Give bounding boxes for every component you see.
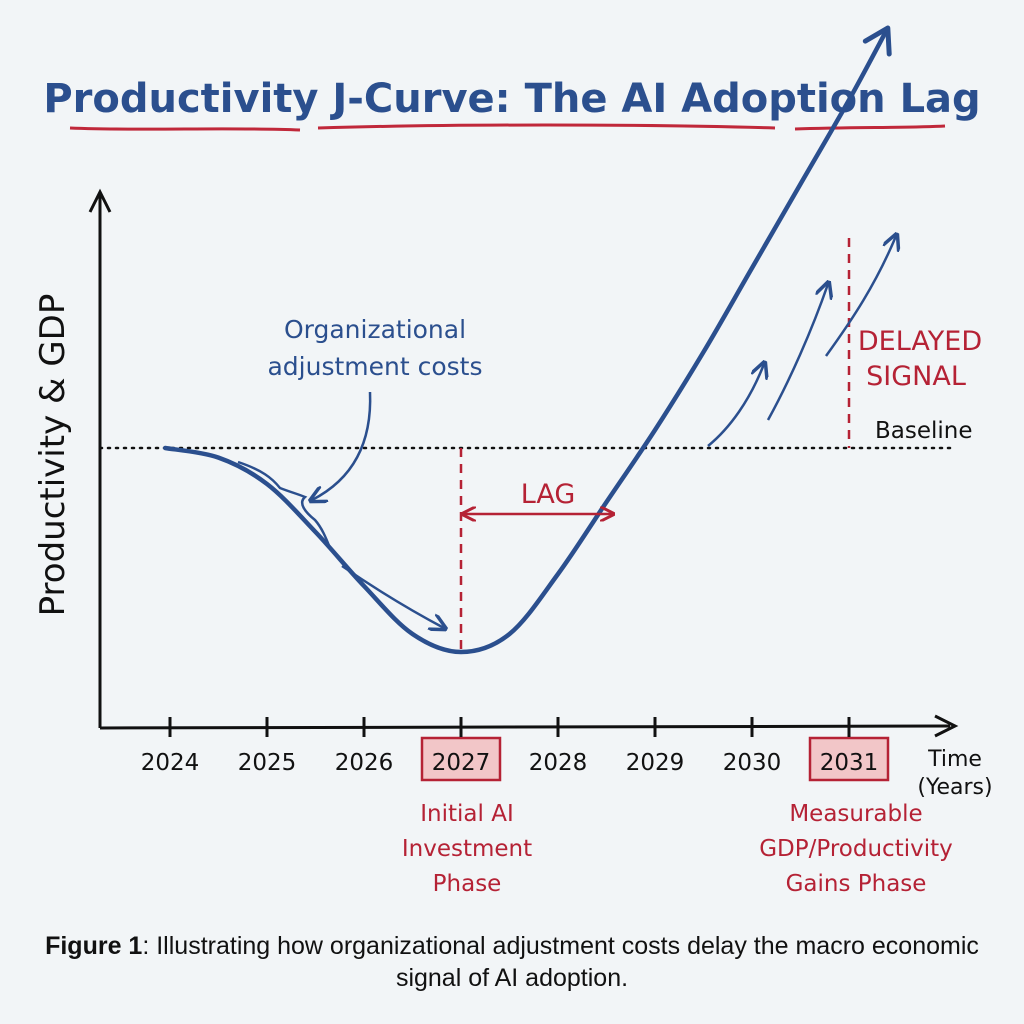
x-ticks: 2024 2025 2026 2027 2028 2029 2030 2031 [141,717,879,776]
x-tick-label-2030: 2030 [723,750,782,776]
phase-2027-line3: Phase [433,871,502,897]
y-axis-label: Productivity & GDP [33,294,73,617]
x-axis-label-line1: Time [927,747,982,772]
title-underline-3 [794,124,946,131]
x-tick-label-2027: 2027 [432,750,491,776]
tick-highlights [420,736,890,782]
phase-2031-line3: Gains Phase [786,871,927,897]
delayed-signal-line1: DELAYED [858,326,982,357]
x-tick-label-2031: 2031 [820,750,879,776]
series-line-productivity [162,25,891,655]
x-tick-label-2029: 2029 [626,750,685,776]
phase-2031-line1: Measurable [789,801,922,827]
annotation-adjustment-line1: Organizational [284,315,466,344]
caption-label: Figure 1 [45,932,143,960]
x-tick-label-2024: 2024 [141,750,200,776]
x-axis-arrowhead [934,714,959,738]
lag-label: LAG [521,479,576,510]
baseline-label: Baseline [875,418,973,444]
title-underline-2 [317,123,776,130]
phase-2027-line2: Investment [402,836,532,862]
y-axis-arrowhead [88,188,112,213]
growth-arrow-2 [766,284,828,421]
series-arrowhead [862,25,892,57]
growth-arrow-3 [824,236,896,357]
annotation-adjustment-pointer [312,391,372,500]
phase-2027-line1: Initial AI [420,801,513,827]
annotation-adjustment-brace [237,460,332,549]
tick-highlight-2031 [808,736,890,782]
x-tick-label-2026: 2026 [335,750,394,776]
x-axis [99,724,951,730]
x-tick-label-2028: 2028 [529,750,588,776]
x-tick-label-2025: 2025 [238,750,297,776]
annotation-adjustment-line2: adjustment costs [267,352,482,381]
caption-text: : Illustrating how organizational adjust… [142,932,979,992]
growth-arrow-1 [707,364,764,447]
x-axis-label-line2: (Years) [917,775,992,800]
figure-caption: Figure 1: Illustrating how organizationa… [40,930,984,994]
tick-highlight-2027 [420,736,502,782]
title-underline-1 [69,126,301,132]
phase-2031-line2: GDP/Productivity [759,836,953,862]
annotation-descent-arrow [341,564,444,628]
chart-title: Productivity J-Curve: The AI Adoption La… [43,76,980,122]
delayed-signal-line2: SIGNAL [866,361,966,392]
